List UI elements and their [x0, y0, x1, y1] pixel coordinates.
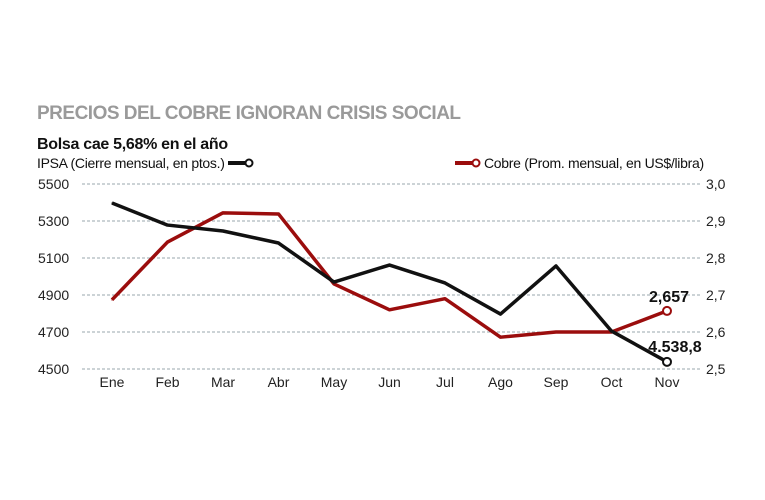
right-tick-label: 2,6: [706, 324, 726, 340]
x-tick-label: Feb: [155, 374, 179, 390]
x-tick-label: Nov: [655, 374, 680, 390]
legend-cobre-label: Cobre (Prom. mensual, en US$/libra): [484, 155, 704, 171]
legend-cobre-marker-icon: [455, 158, 481, 168]
legend-ipsa-marker-icon: [227, 158, 254, 168]
right-tick-label: 2,5: [706, 361, 726, 377]
left-tick-label: 5500: [38, 176, 69, 192]
x-tick-label: Oct: [601, 374, 623, 390]
ipsa-last-label: 4.538,8: [648, 339, 701, 356]
cobre-line: [110, 211, 668, 339]
x-tick-label: Sep: [544, 374, 569, 390]
left-tick-label: 4500: [38, 361, 69, 377]
x-tick-label: May: [321, 374, 347, 390]
x-tick-label: Ene: [100, 374, 125, 390]
x-tick-label: Ago: [488, 374, 513, 390]
right-tick-label: 2,8: [706, 250, 726, 266]
cobre-point: [662, 305, 672, 316]
right-tick-label: 2,7: [706, 287, 726, 303]
x-tick-label: Mar: [211, 374, 235, 390]
left-tick-label: 5100: [38, 250, 69, 266]
legend-ipsa: IPSA (Cierre mensual, en ptos.): [37, 155, 254, 171]
cobre-last-label: 2,657: [649, 289, 689, 306]
ipsa-point: [662, 356, 672, 367]
chart-title: PRECIOS DEL COBRE IGNORAN CRISIS SOCIAL: [37, 103, 461, 124]
right-tick-label: 3,0: [706, 176, 726, 192]
right-tick-label: 2,9: [706, 213, 726, 229]
left-tick-label: 5300: [38, 213, 69, 229]
legend-cobre: Cobre (Prom. mensual, en US$/libra): [455, 155, 704, 171]
x-tick-label: Jul: [436, 374, 454, 390]
x-tick-label: Jun: [378, 374, 401, 390]
left-tick-label: 4900: [38, 287, 69, 303]
x-tick-label: Abr: [268, 374, 290, 390]
left-tick-label: 4700: [38, 324, 69, 340]
ipsa-line: [111, 201, 668, 364]
legend-ipsa-label: IPSA (Cierre mensual, en ptos.): [37, 155, 225, 171]
chart-subtitle: Bolsa cae 5,68% en el año: [37, 136, 228, 153]
